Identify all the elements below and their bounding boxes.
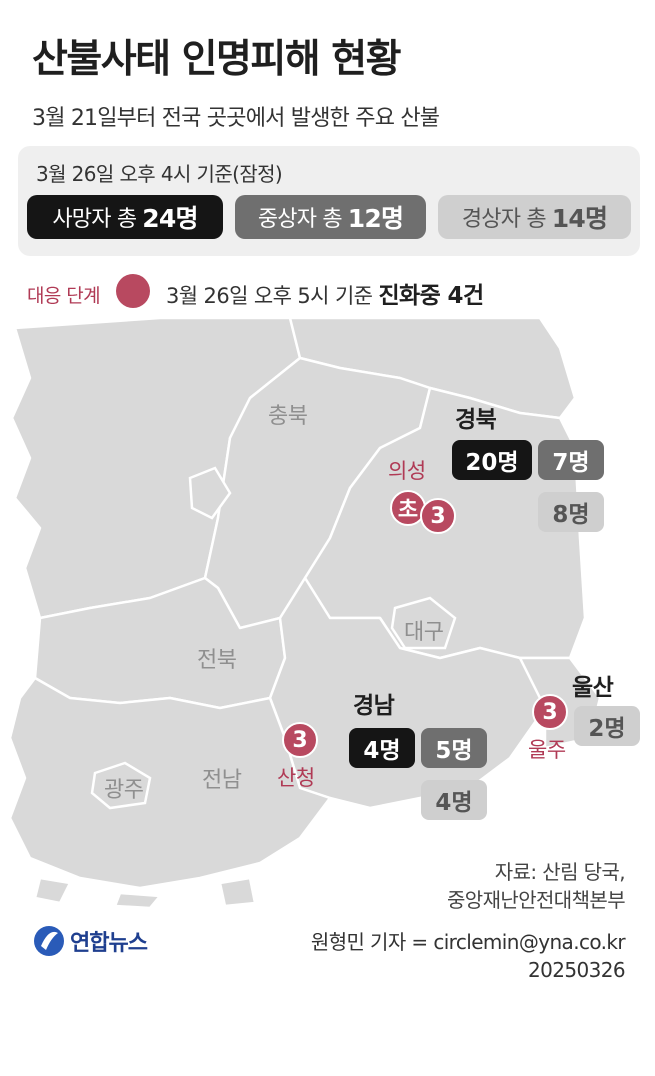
ulsan-minor-badge: 2명 xyxy=(574,706,640,746)
region-label-gwangju: 광주 xyxy=(104,778,144,803)
region-label-jeonbuk: 전북 xyxy=(197,648,237,673)
page-title: 산불사태 인명피해 현황 xyxy=(32,37,401,82)
gyeongnam-severe-badge: 5명 xyxy=(421,728,487,768)
region-label-gyeongbuk: 경북 xyxy=(455,407,497,433)
province-jeonnam xyxy=(8,676,332,890)
page-subtitle: 3월 21일부터 전국 곳곳에서 발생한 주요 산불 xyxy=(32,106,440,131)
total-minor-value: 14명 xyxy=(551,204,608,233)
gyeongbuk-severe-badge: 7명 xyxy=(538,440,604,480)
yonhap-logo: 연합뉴스 xyxy=(32,924,148,958)
fire-level-ulju: 3 xyxy=(532,694,568,730)
source-line-1: 자료: 산림 당국, xyxy=(494,860,626,884)
island-3 xyxy=(218,876,257,908)
total-severe-label: 중상자 총 xyxy=(257,207,343,232)
region-label-ulsan: 울산 xyxy=(572,675,614,701)
publish-date: 20250326 xyxy=(528,958,626,982)
region-label-daegu: 대구 xyxy=(404,620,444,645)
fire-label-uiseong: 의성 xyxy=(388,459,426,483)
response-basis: 3월 26일 오후 5시 기준 xyxy=(166,284,373,308)
region-label-jeonnam: 전남 xyxy=(202,768,242,793)
credit-block: 원형민 기자 = circlemin@yna.co.kr 20250326 xyxy=(310,928,626,984)
yonhap-logo-text: 연합뉴스 xyxy=(70,931,148,956)
fire-level-uiseong: 3 xyxy=(420,498,456,534)
gyeongbuk-minor-badge: 8명 xyxy=(538,492,604,532)
city-daejeon xyxy=(188,466,232,520)
response-status-line: 3월 26일 오후 5시 기준 진화중 4건 xyxy=(166,276,484,310)
gyeongbuk-deaths-badge: 20명 xyxy=(452,440,532,480)
region-label-gyeongnam: 경남 xyxy=(353,693,395,719)
response-level-label: 대응 단계 xyxy=(27,285,101,307)
total-deaths-value: 24명 xyxy=(142,204,198,233)
gyeongnam-minor-badge: 4명 xyxy=(421,780,487,820)
total-deaths-label: 사망자 총 xyxy=(52,207,137,232)
island-2 xyxy=(113,891,162,908)
total-severe-value: 12명 xyxy=(347,204,404,233)
island-1 xyxy=(33,876,72,905)
reporter-credit: 원형민 기자 = circlemin@yna.co.kr xyxy=(310,930,626,954)
total-severe-badge: 중상자 총 12명 xyxy=(235,195,426,239)
fire-label-sancheong: 산청 xyxy=(277,766,315,790)
city-gwangju xyxy=(90,761,152,810)
region-label-chungbuk: 충북 xyxy=(268,404,308,429)
total-minor-label: 경상자 총 xyxy=(461,207,547,232)
total-minor-badge: 경상자 총 14명 xyxy=(438,195,631,239)
total-deaths-badge: 사망자 총 24명 xyxy=(27,195,223,239)
response-status: 진화중 4건 xyxy=(378,283,484,309)
yonhap-logo-icon xyxy=(34,926,64,956)
summary-basis: 3월 26일 오후 4시 기준(잠정) xyxy=(36,162,283,186)
fire-level-sancheong: 3 xyxy=(282,722,318,758)
response-level-dot-icon xyxy=(116,274,150,308)
city-daegu xyxy=(390,596,457,650)
source-line-2: 중앙재난안전대책본부 xyxy=(447,888,626,912)
source-note: 자료: 산림 당국, 중앙재난안전대책본부 xyxy=(447,858,626,914)
fire-label-ulju: 울주 xyxy=(528,738,566,762)
korea-map xyxy=(8,318,602,908)
gyeongnam-deaths-badge: 4명 xyxy=(349,728,415,768)
